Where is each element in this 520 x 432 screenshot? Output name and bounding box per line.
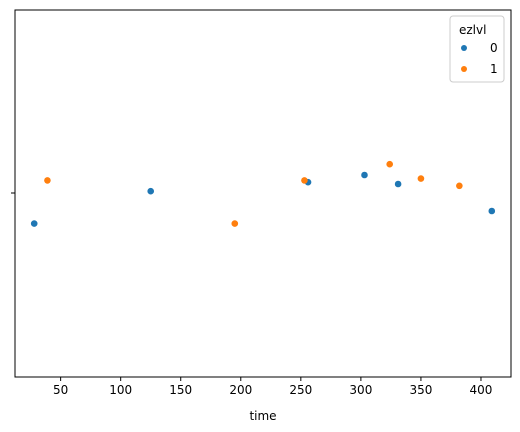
data-point-series-0-3	[361, 171, 368, 179]
data-points	[30, 160, 496, 227]
data-point-series-1-5	[456, 182, 463, 190]
x-tick-label: 200	[229, 383, 252, 397]
legend-marker-1	[461, 66, 467, 72]
x-tick-label: 150	[169, 383, 192, 397]
data-point-series-1-2	[301, 177, 308, 184]
x-tick-label: 350	[409, 383, 432, 397]
data-point-series-0-1	[147, 187, 155, 195]
legend: ezlvl 0 1	[449, 15, 505, 83]
legend-marker-0	[461, 45, 467, 51]
plot-area	[14, 9, 512, 378]
data-point-series-0-4	[394, 180, 402, 188]
x-tick-label: 50	[53, 383, 68, 397]
data-point-series-1-3	[386, 160, 394, 168]
x-tick-label: 400	[470, 383, 493, 397]
data-point-series-1-0	[44, 177, 51, 184]
legend-label-0: 0	[490, 41, 498, 55]
data-point-series-0-0	[30, 220, 38, 227]
x-axis-ticks: 50 100 150 200 250 300 350 400	[53, 377, 492, 397]
x-tick-label: 300	[349, 383, 372, 397]
x-tick-label: 250	[289, 383, 312, 397]
x-tick-label: 100	[109, 383, 132, 397]
legend-title: ezlvl	[459, 23, 486, 37]
data-point-series-1-4	[417, 175, 425, 182]
x-axis-title: time	[249, 409, 276, 423]
plot-frame	[14, 9, 512, 378]
legend-label-1: 1	[490, 62, 498, 76]
data-point-series-1-1	[231, 220, 239, 227]
legend-box	[449, 15, 505, 83]
data-point-series-0-5	[488, 207, 496, 215]
